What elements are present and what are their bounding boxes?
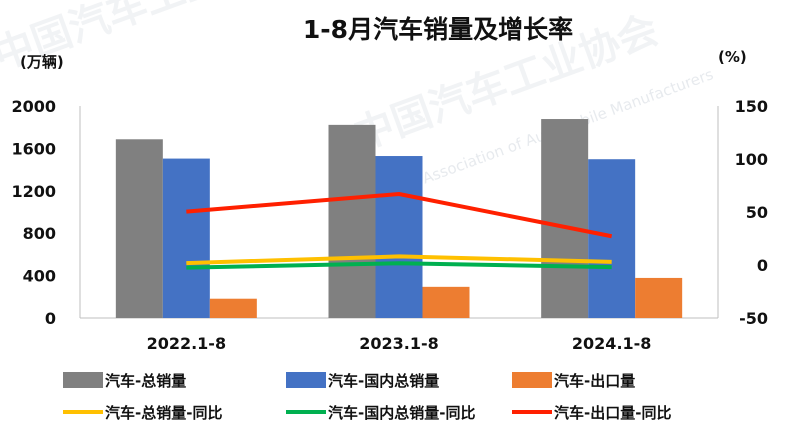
legend-label-line-1: 汽车-国内总销量-同比 [328, 404, 475, 422]
y-left-tick-0: 0 [45, 309, 56, 328]
y-left-tick-2: 800 [23, 224, 56, 243]
x-tick-0: 2022.1-8 [147, 334, 227, 353]
bar-marks [115, 119, 683, 319]
y-left-tick-labels: 0 400 800 1200 1600 2000 [11, 97, 56, 328]
legend-label-bar-2: 汽车-出口量 [554, 372, 635, 390]
legend-label-line-0: 汽车-总销量-同比 [105, 404, 222, 422]
line-series-0 [186, 254, 612, 266]
legend-label-bar-1: 汽车-国内总销量 [328, 372, 439, 390]
bar-0-1 [328, 124, 376, 318]
y-right-tick-labels: -50 0 50 100 150 [735, 97, 768, 328]
bar-0-2 [541, 119, 589, 319]
legend-swatch-bar-2 [512, 372, 552, 388]
y-right-tick-4: 150 [735, 97, 768, 116]
bar-2-0 [209, 298, 257, 318]
y-right-tick-3: 100 [735, 150, 768, 169]
x-tick-1: 2023.1-8 [359, 334, 439, 353]
legend-label-line-2: 汽车-出口量-同比 [554, 404, 671, 422]
y-left-unit: (万辆) [20, 53, 64, 71]
bar-1-2 [588, 159, 636, 318]
line-series-2 [186, 191, 613, 239]
bar-2-2 [635, 277, 683, 318]
y-left-tick-1: 400 [23, 267, 56, 286]
bar-2-1 [422, 286, 470, 318]
y-left-tick-5: 2000 [11, 97, 56, 116]
bar-0-0 [115, 139, 163, 318]
y-left-tick-4: 1600 [11, 139, 56, 158]
legend-swatch-bar-1 [286, 372, 326, 388]
chart-title: 1-8月汽车销量及增长率 [303, 15, 573, 44]
x-tick-2: 2024.1-8 [572, 334, 652, 353]
legend-swatch-bar-0 [63, 372, 103, 388]
line-marks [186, 191, 613, 270]
legend-label-bar-0: 汽车-总销量 [105, 372, 186, 390]
x-tick-labels: 2022.1-8 2023.1-8 2024.1-8 [147, 334, 652, 353]
y-right-tick-0: -50 [739, 309, 768, 328]
bar-1-0 [162, 158, 210, 318]
y-right-tick-2: 50 [746, 203, 768, 222]
y-right-unit: (%) [718, 48, 747, 66]
line-series-1 [186, 261, 612, 270]
y-left-tick-3: 1200 [11, 182, 56, 201]
y-right-tick-1: 0 [757, 256, 768, 275]
bar-1-1 [375, 156, 423, 318]
